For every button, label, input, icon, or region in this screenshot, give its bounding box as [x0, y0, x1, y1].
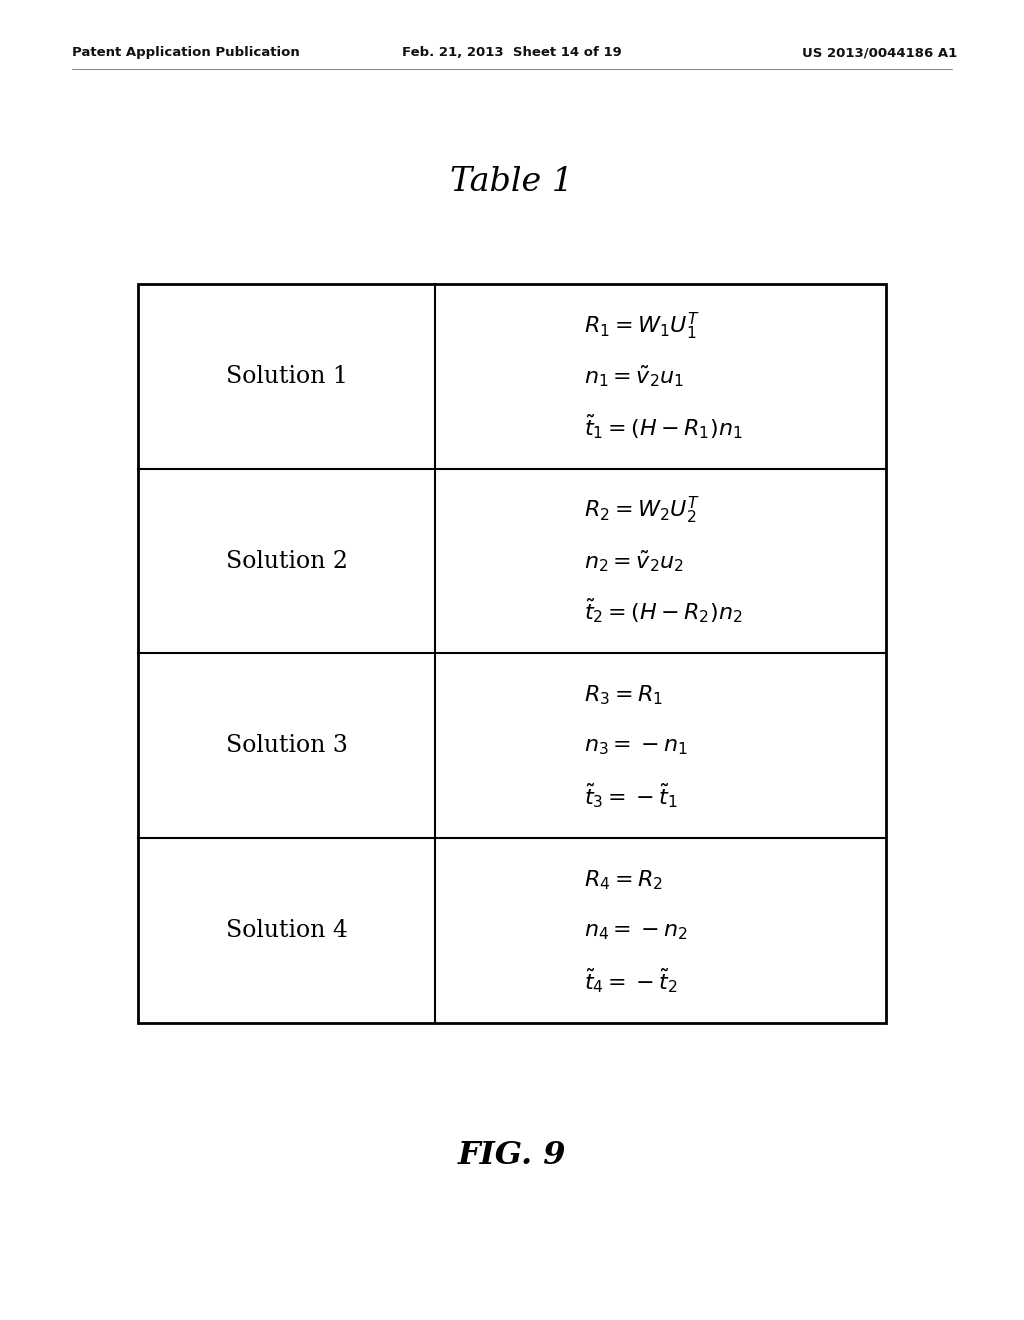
Text: $n_2 = \tilde{v}_2 u_2$: $n_2 = \tilde{v}_2 u_2$ — [584, 548, 684, 574]
Text: $R_1 = W_1U_1^T$: $R_1 = W_1U_1^T$ — [584, 310, 699, 342]
Text: Solution 2: Solution 2 — [225, 549, 348, 573]
Text: Feb. 21, 2013  Sheet 14 of 19: Feb. 21, 2013 Sheet 14 of 19 — [402, 46, 622, 59]
Text: $R_3 = R_1$: $R_3 = R_1$ — [584, 684, 663, 708]
Text: $\tilde{t}_2 = (H - R_2)n_2$: $\tilde{t}_2 = (H - R_2)n_2$ — [584, 597, 742, 626]
Text: $\tilde{t}_3 = -\tilde{t}_1$: $\tilde{t}_3 = -\tilde{t}_1$ — [584, 781, 677, 810]
Text: $\tilde{t}_1 = (H - R_1)n_1$: $\tilde{t}_1 = (H - R_1)n_1$ — [584, 412, 742, 441]
Text: $n_4 = -n_2$: $n_4 = -n_2$ — [584, 920, 687, 941]
Text: $\tilde{t}_4 = -\tilde{t}_2$: $\tilde{t}_4 = -\tilde{t}_2$ — [584, 966, 677, 995]
Text: $n_1 = \tilde{v}_2 u_1$: $n_1 = \tilde{v}_2 u_1$ — [584, 363, 684, 389]
Text: Table 1: Table 1 — [451, 166, 573, 198]
Text: $R_2 = W_2U_2^T$: $R_2 = W_2U_2^T$ — [584, 495, 699, 527]
Text: Solution 1: Solution 1 — [225, 364, 348, 388]
Bar — [138, 284, 886, 1023]
Text: Solution 3: Solution 3 — [225, 734, 348, 758]
Text: FIG. 9: FIG. 9 — [458, 1139, 566, 1171]
Text: $R_4 = R_2$: $R_4 = R_2$ — [584, 869, 663, 892]
Text: $n_3 = -n_1$: $n_3 = -n_1$ — [584, 735, 687, 756]
Text: Patent Application Publication: Patent Application Publication — [72, 46, 299, 59]
Text: Solution 4: Solution 4 — [225, 919, 348, 942]
Text: US 2013/0044186 A1: US 2013/0044186 A1 — [802, 46, 957, 59]
